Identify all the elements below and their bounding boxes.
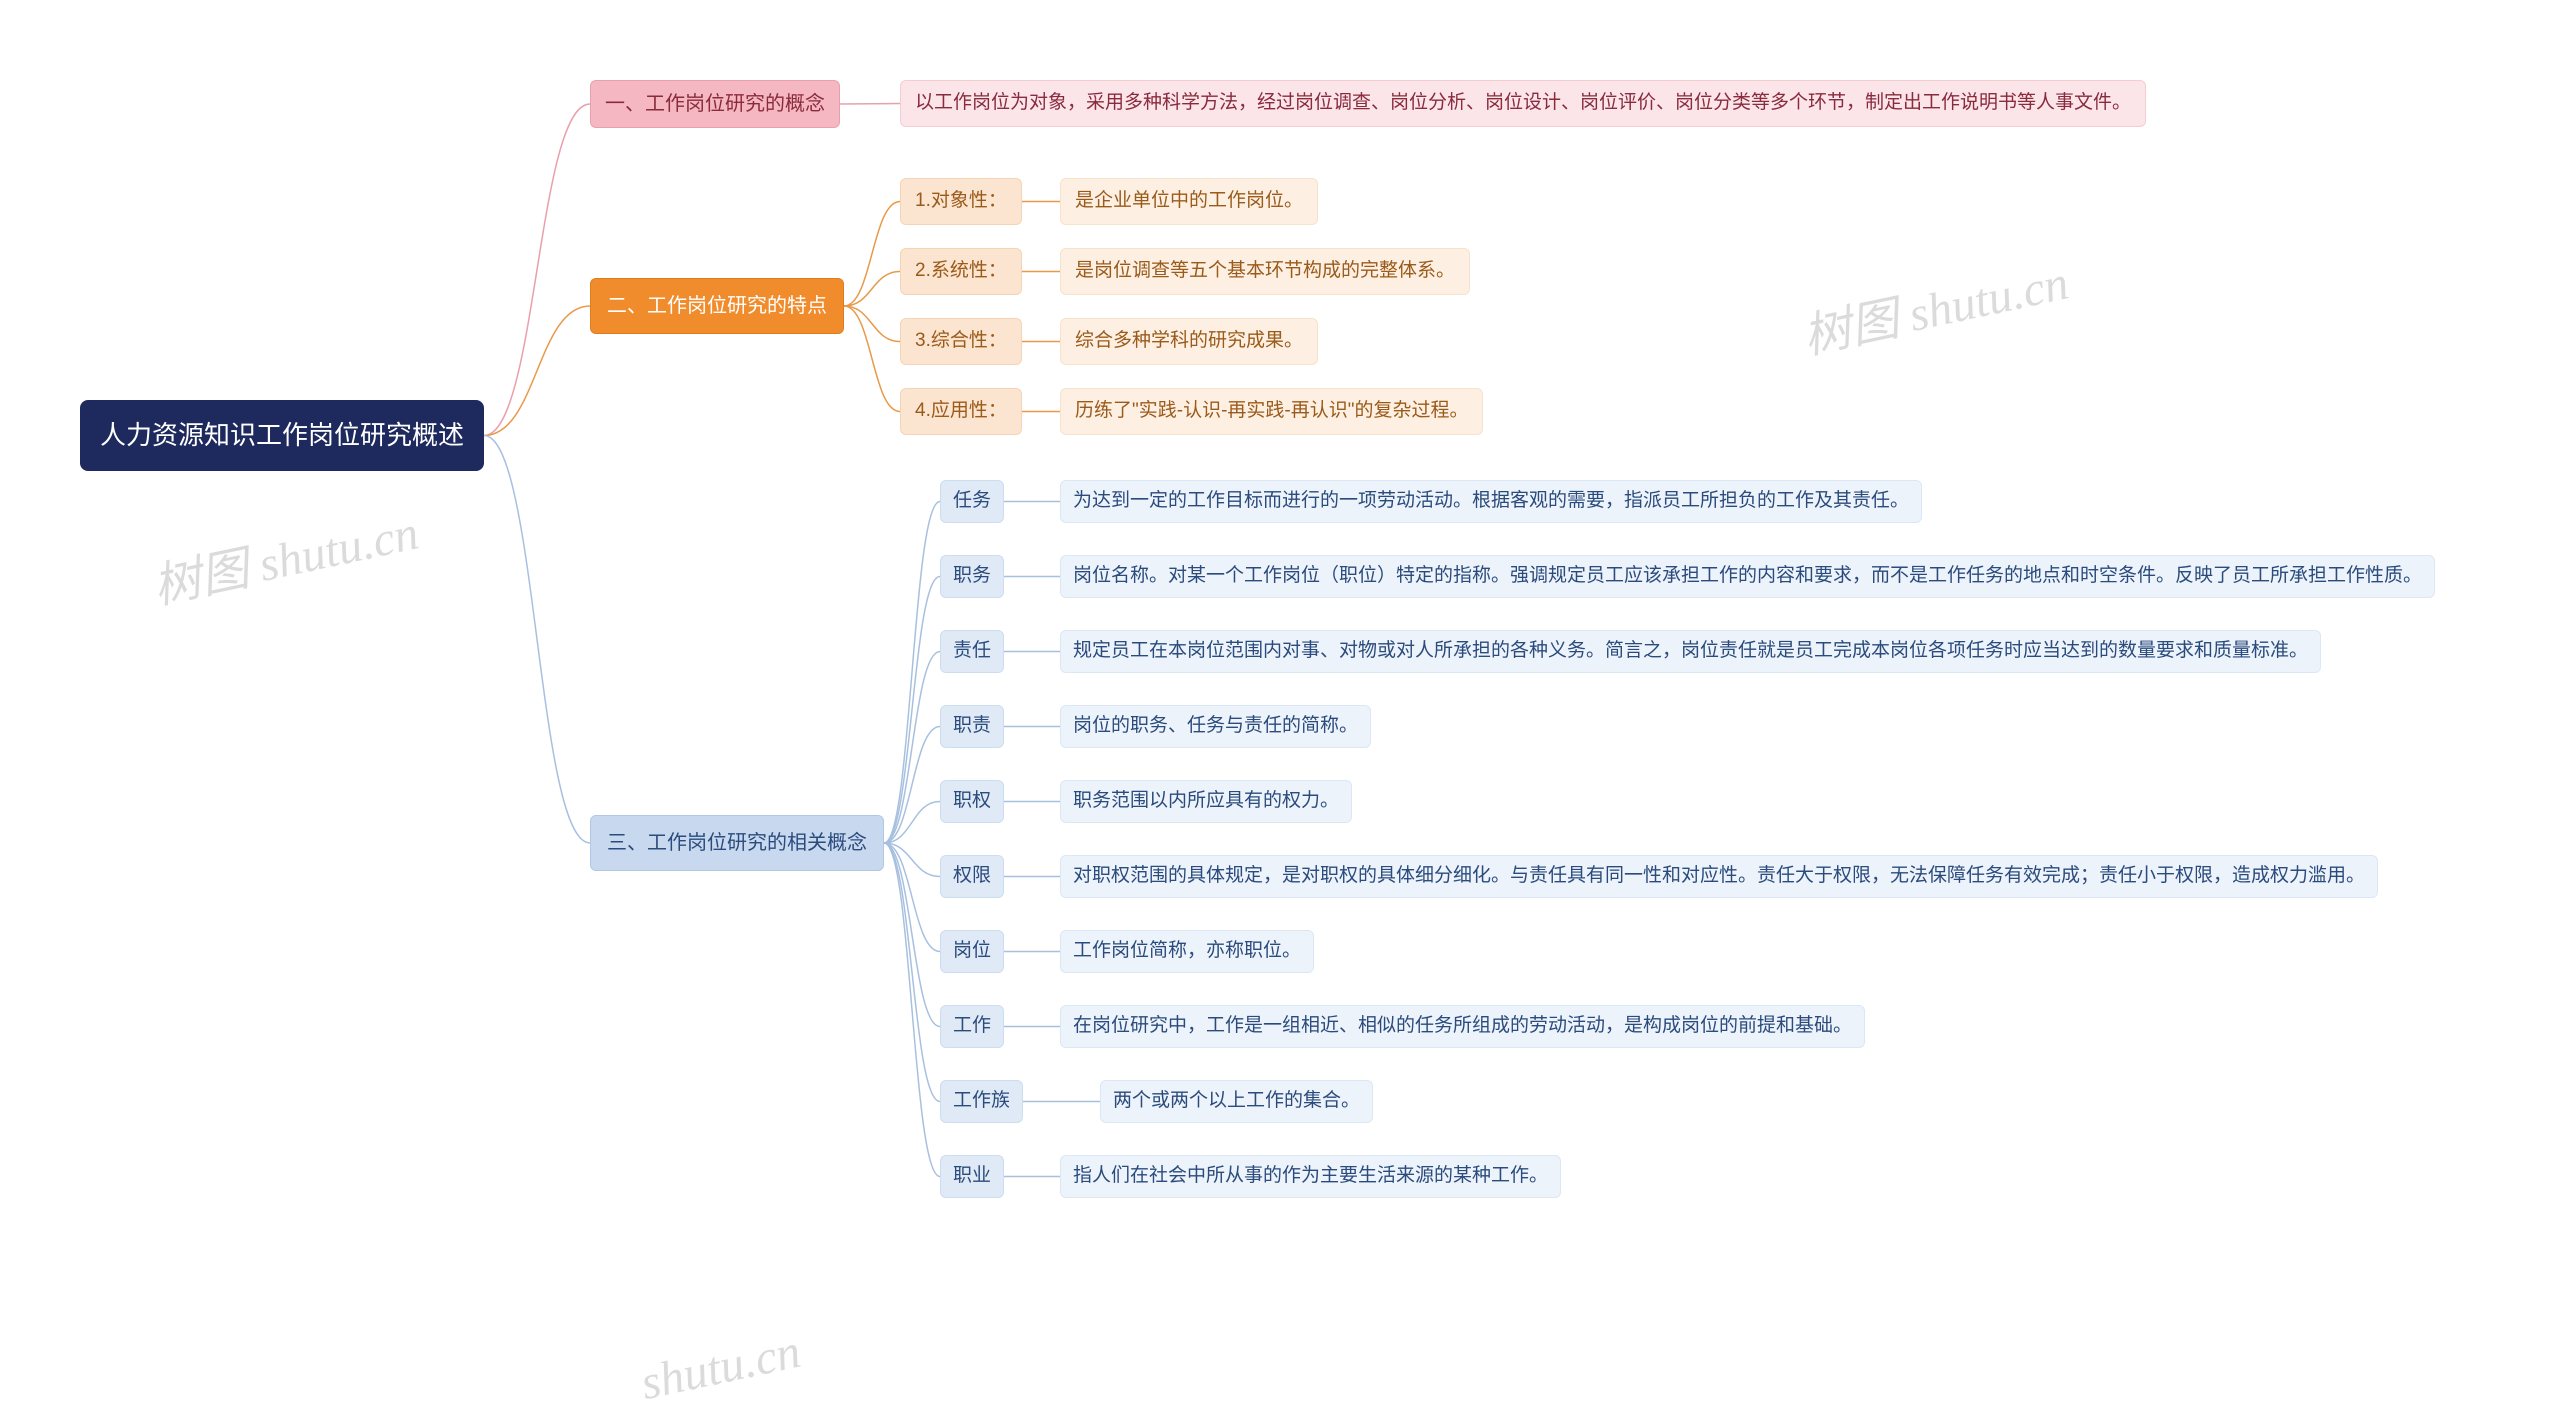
child-node[interactable]: 岗位 (940, 930, 1004, 973)
desc-node[interactable]: 是岗位调查等五个基本环节构成的完整体系。 (1060, 248, 1470, 295)
child-node[interactable]: 职务 (940, 555, 1004, 598)
desc-node[interactable]: 规定员工在本岗位范围内对事、对物或对人所承担的各种义务。简言之，岗位责任就是员工… (1060, 630, 2321, 673)
desc-node[interactable]: 在岗位研究中，工作是一组相近、相似的任务所组成的劳动活动，是构成岗位的前提和基础… (1060, 1005, 1865, 1048)
watermark: 树图 shutu.cn (1796, 243, 2074, 367)
child-node[interactable]: 1.对象性： (900, 178, 1022, 225)
child-node[interactable]: 责任 (940, 630, 1004, 673)
child-node[interactable]: 职责 (940, 705, 1004, 748)
desc-node[interactable]: 对职权范围的具体规定，是对职权的具体细分细化。与责任具有同一性和对应性。责任大于… (1060, 855, 2378, 898)
child-node[interactable]: 工作族 (940, 1080, 1023, 1123)
desc-node[interactable]: 为达到一定的工作目标而进行的一项劳动活动。根据客观的需要，指派员工所担负的工作及… (1060, 480, 1922, 523)
branch-node-2[interactable]: 二、工作岗位研究的特点 (590, 278, 844, 334)
child-node[interactable]: 职业 (940, 1155, 1004, 1198)
child-node[interactable]: 4.应用性： (900, 388, 1022, 435)
branch-node-1[interactable]: 一、工作岗位研究的概念 (590, 80, 840, 128)
desc-node[interactable]: 指人们在社会中所从事的作为主要生活来源的某种工作。 (1060, 1155, 1561, 1198)
desc-node[interactable]: 工作岗位简称，亦称职位。 (1060, 930, 1314, 973)
child-node[interactable]: 2.系统性： (900, 248, 1022, 295)
desc-node[interactable]: 两个或两个以上工作的集合。 (1100, 1080, 1373, 1123)
mindmap-canvas: 树图 shutu.cn 树图 shutu.cn shutu.cn 人力资源知识工… (0, 0, 2560, 1383)
desc-node[interactable]: 岗位名称。对某一个工作岗位（职位）特定的指称。强调规定员工应该承担工作的内容和要… (1060, 555, 2435, 598)
child-node[interactable]: 权限 (940, 855, 1004, 898)
child-node[interactable]: 工作 (940, 1005, 1004, 1048)
child-node[interactable]: 任务 (940, 480, 1004, 523)
branch-node-3[interactable]: 三、工作岗位研究的相关概念 (590, 815, 884, 871)
desc-node[interactable]: 历练了"实践-认识-再实践-再认识"的复杂过程。 (1060, 388, 1483, 435)
desc-node[interactable]: 是企业单位中的工作岗位。 (1060, 178, 1318, 225)
desc-node[interactable]: 岗位的职务、任务与责任的简称。 (1060, 705, 1371, 748)
child-node[interactable]: 3.综合性： (900, 318, 1022, 365)
watermark: 树图 shutu.cn (146, 493, 424, 617)
child-node[interactable]: 职权 (940, 780, 1004, 823)
watermark: shutu.cn (636, 1324, 805, 1411)
desc-node[interactable]: 职务范围以内所应具有的权力。 (1060, 780, 1352, 823)
desc-node[interactable]: 综合多种学科的研究成果。 (1060, 318, 1318, 365)
root-node[interactable]: 人力资源知识工作岗位研究概述 (80, 400, 484, 471)
leaf-node[interactable]: 以工作岗位为对象，采用多种科学方法，经过岗位调查、岗位分析、岗位设计、岗位评价、… (900, 80, 2146, 127)
